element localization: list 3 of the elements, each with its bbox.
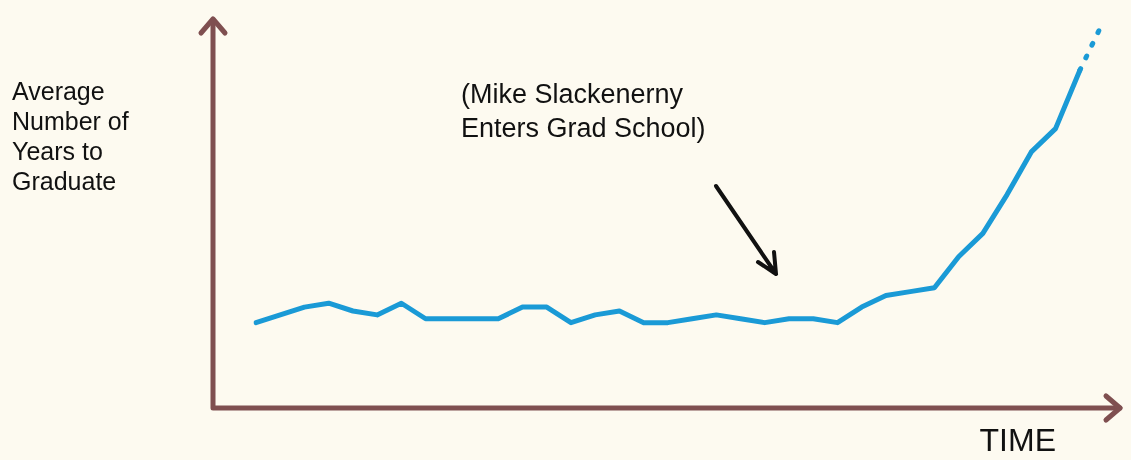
x-axis-title: TIME bbox=[979, 422, 1056, 459]
y-axis-title: Average Number of Years to Graduate bbox=[12, 76, 130, 196]
annotation: (Mike Slackenerny Enters Grad School) bbox=[461, 78, 706, 143]
